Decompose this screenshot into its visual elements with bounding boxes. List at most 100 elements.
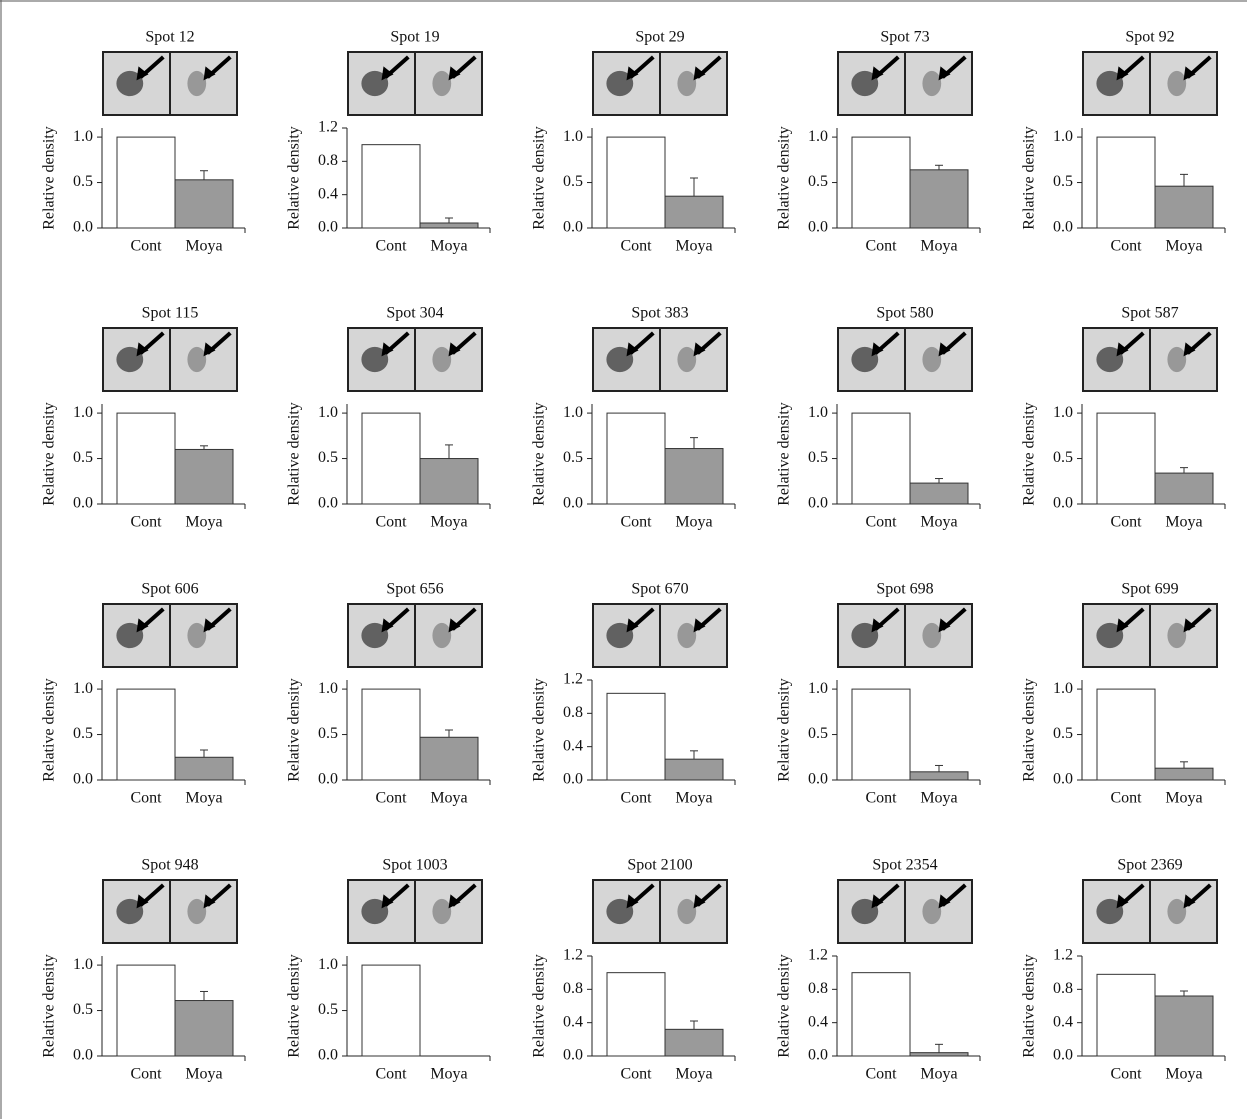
x-tick-label: Cont — [865, 790, 897, 807]
gel-image — [838, 52, 972, 115]
y-tick-label: 0.0 — [808, 219, 828, 236]
y-tick-label: 0.0 — [318, 771, 338, 788]
bar — [1155, 768, 1213, 780]
gel-image — [593, 52, 727, 115]
bar — [117, 413, 175, 504]
bar — [910, 483, 968, 504]
y-tick-label: 0.5 — [808, 173, 828, 190]
bar — [362, 413, 420, 504]
y-axis-label: Relative density — [531, 954, 548, 1058]
y-tick-label: 0.0 — [318, 1047, 338, 1064]
y-tick-label: 1.0 — [808, 680, 828, 697]
y-tick-label: 0.4 — [808, 1013, 828, 1030]
y-tick-label: 0.0 — [1053, 495, 1073, 512]
bar — [117, 689, 175, 780]
gel-spot — [187, 623, 206, 648]
bar — [1097, 974, 1155, 1056]
y-tick-label: 0.0 — [73, 495, 93, 512]
x-tick-label: Moya — [1165, 514, 1202, 531]
y-axis-label: Relative density — [1021, 678, 1038, 782]
y-tick-label: 0.0 — [808, 495, 828, 512]
y-tick-label: 0.0 — [563, 495, 583, 512]
x-tick-label: Cont — [375, 514, 407, 531]
gel-spot — [677, 623, 696, 648]
y-tick-label: 1.0 — [808, 128, 828, 145]
y-tick-label: 0.5 — [73, 725, 93, 742]
y-tick-label: 1.0 — [1053, 680, 1073, 697]
chart-title: Spot 948 — [141, 857, 198, 874]
x-tick-label: Cont — [130, 238, 162, 255]
y-tick-label: 0.5 — [1053, 725, 1073, 742]
y-tick-label: 1.2 — [563, 671, 583, 688]
gel-image — [1083, 328, 1217, 391]
x-tick-label: Moya — [430, 790, 467, 807]
y-tick-label: 0.0 — [1053, 771, 1073, 788]
bar — [1155, 996, 1213, 1056]
y-tick-label: 1.0 — [73, 128, 93, 145]
y-tick-label: 1.0 — [318, 680, 338, 697]
bar — [665, 196, 723, 228]
bar — [607, 413, 665, 504]
chart-title: Spot 2354 — [872, 857, 937, 874]
y-axis-label: Relative density — [1021, 402, 1038, 506]
y-tick-label: 0.4 — [563, 1013, 583, 1030]
gel-image — [838, 880, 972, 943]
y-tick-label: 0.5 — [563, 449, 583, 466]
y-tick-label: 1.0 — [1053, 128, 1073, 145]
y-tick-label: 0.5 — [808, 725, 828, 742]
x-tick-label: Moya — [1165, 790, 1202, 807]
y-tick-label: 0.8 — [563, 980, 583, 997]
bar — [1097, 413, 1155, 504]
y-tick-label: 0.5 — [73, 449, 93, 466]
y-tick-label: 0.0 — [808, 771, 828, 788]
chart-title: Spot 12 — [145, 29, 194, 46]
y-tick-label: 0.5 — [318, 449, 338, 466]
gel-image — [1083, 880, 1217, 943]
y-axis-label: Relative density — [41, 954, 58, 1058]
y-tick-label: 0.0 — [73, 1047, 93, 1064]
bar — [910, 170, 968, 228]
gel-image — [103, 880, 237, 943]
x-tick-label: Cont — [1110, 1066, 1142, 1083]
bar — [362, 965, 420, 1056]
y-axis-label: Relative density — [286, 678, 303, 782]
bar — [420, 223, 478, 228]
bar — [852, 973, 910, 1056]
bar — [607, 693, 665, 780]
bar — [420, 737, 478, 780]
chart-title: Spot 699 — [1121, 581, 1178, 598]
y-tick-label: 0.0 — [318, 219, 338, 236]
bar — [1097, 137, 1155, 228]
bar — [852, 413, 910, 504]
gel-image — [348, 52, 482, 115]
gel-image — [348, 604, 482, 667]
x-tick-label: Moya — [920, 238, 957, 255]
chart-title: Spot 2100 — [627, 857, 692, 874]
x-tick-label: Moya — [675, 514, 712, 531]
gel-image — [1083, 52, 1217, 115]
x-tick-label: Cont — [130, 514, 162, 531]
chart-title: Spot 115 — [142, 305, 199, 322]
y-axis-label: Relative density — [531, 402, 548, 506]
gel-spot — [1167, 899, 1186, 924]
gel-spot — [187, 899, 206, 924]
x-tick-label: Cont — [865, 1066, 897, 1083]
y-tick-label: 0.5 — [1053, 449, 1073, 466]
bar — [852, 689, 910, 780]
x-tick-label: Moya — [430, 514, 467, 531]
bar — [665, 1029, 723, 1056]
y-tick-label: 0.0 — [318, 495, 338, 512]
x-tick-label: Moya — [920, 790, 957, 807]
bar — [175, 1001, 233, 1056]
chart-title: Spot 304 — [386, 305, 443, 322]
y-axis-label: Relative density — [286, 402, 303, 506]
y-tick-label: 0.4 — [318, 185, 338, 202]
x-tick-label: Cont — [375, 238, 407, 255]
chart-title: Spot 587 — [1121, 305, 1178, 322]
bar — [420, 459, 478, 504]
chart-title: Spot 606 — [141, 581, 198, 598]
chart-title: Spot 73 — [880, 29, 929, 46]
x-tick-label: Cont — [375, 1066, 407, 1083]
y-tick-label: 0.8 — [318, 152, 338, 169]
y-axis-label: Relative density — [286, 954, 303, 1058]
